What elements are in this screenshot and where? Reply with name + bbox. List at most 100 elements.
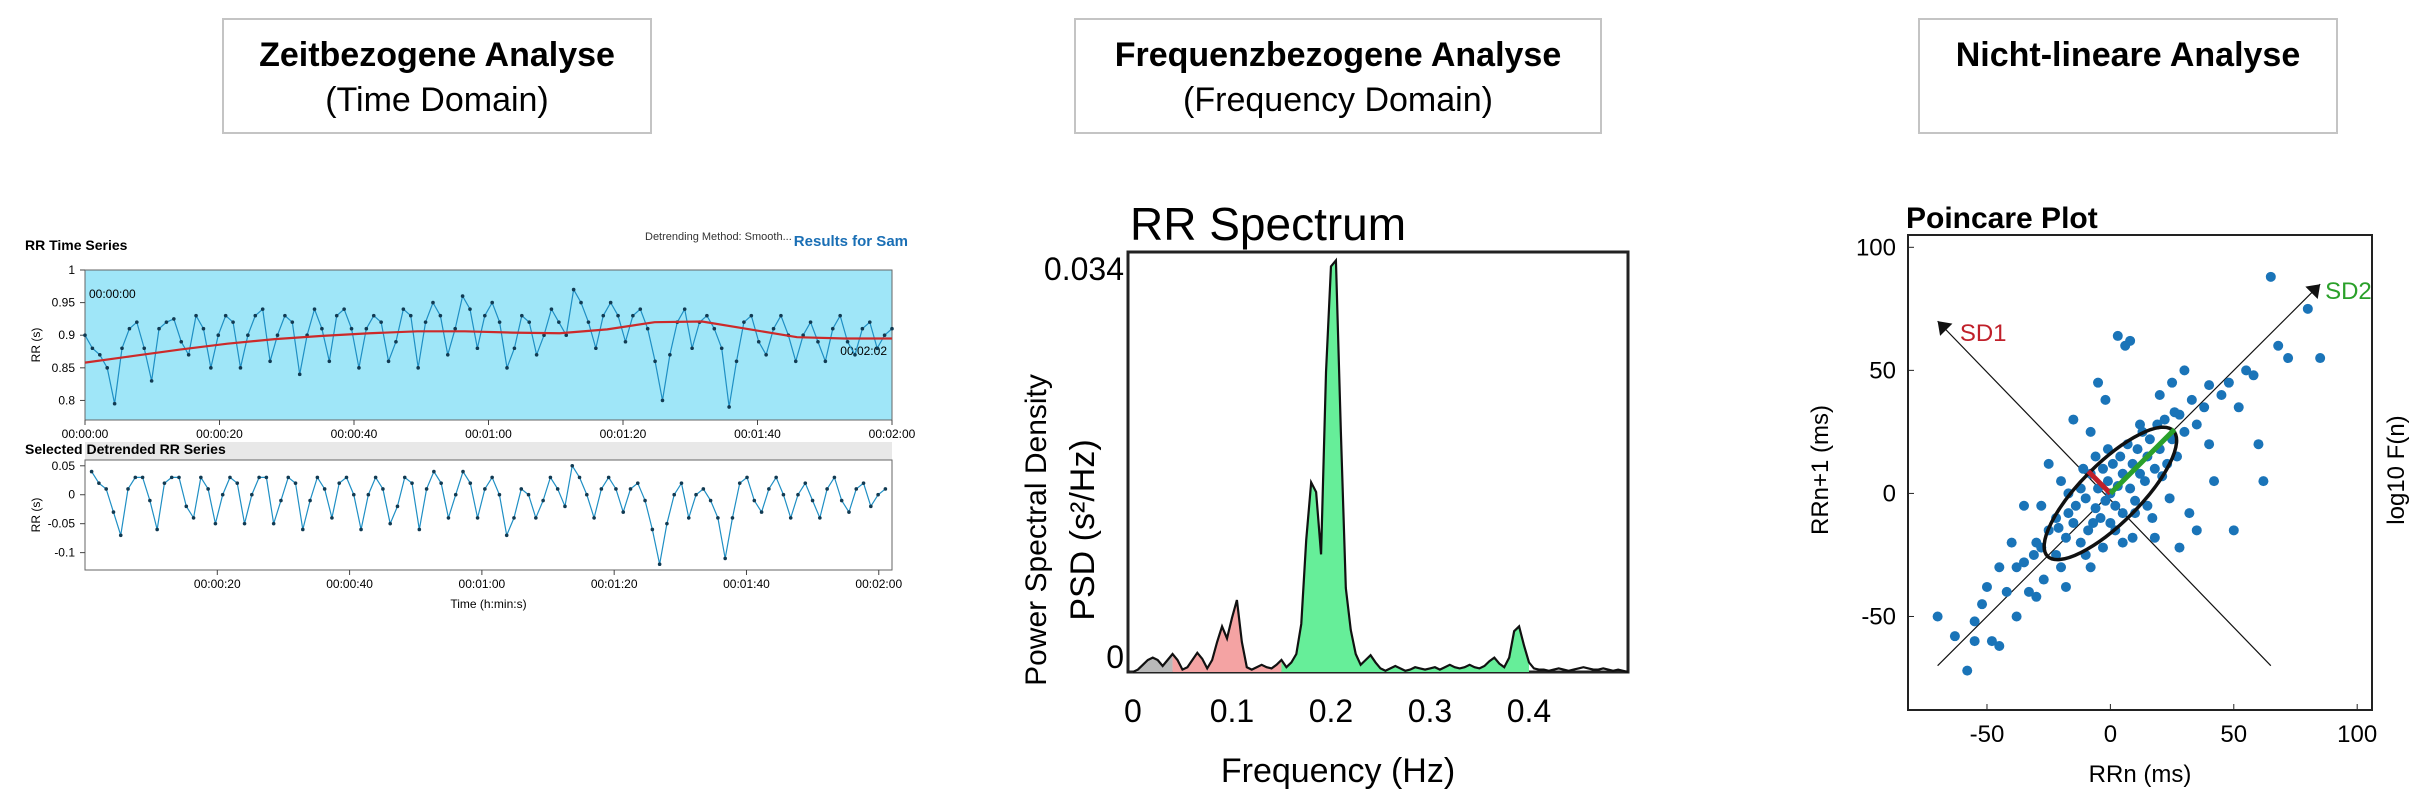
detrended-point xyxy=(526,492,531,497)
detrended-point xyxy=(242,521,247,526)
poincare-point xyxy=(2090,503,2101,514)
detrended-point xyxy=(111,510,116,514)
poincare-point xyxy=(2144,434,2155,445)
rr-point xyxy=(816,339,820,344)
poincare-point xyxy=(2265,271,2276,282)
detrended-point xyxy=(650,527,655,532)
rr-point xyxy=(542,333,546,338)
rr-start-time-label: 00:00:00 xyxy=(89,287,136,301)
poincare-ytick-label: -50 xyxy=(1861,603,1896,630)
poincare-point xyxy=(2174,542,2185,553)
rr-point xyxy=(246,333,250,338)
rr-point xyxy=(645,326,650,331)
spectrum-xtick-label: 0.4 xyxy=(1507,693,1551,729)
rr-point xyxy=(668,352,672,357)
rr-point xyxy=(890,326,894,331)
spectrum-band-lf xyxy=(1172,600,1282,672)
rr-xtick-label: 00:00:00 xyxy=(62,427,109,441)
poincare-title: Poincare Plot xyxy=(1906,202,2098,235)
rr-point xyxy=(371,313,376,318)
rr-point xyxy=(349,326,354,331)
detrended-point xyxy=(730,516,735,520)
rr-point xyxy=(660,398,665,403)
rr-point xyxy=(127,326,132,331)
rr-point xyxy=(734,359,739,364)
detrended-point xyxy=(519,487,524,491)
sd2-segment xyxy=(2108,427,2177,496)
detrended-xtick-label: 00:01:00 xyxy=(459,577,506,591)
poincare-point xyxy=(2063,508,2074,519)
poincare-point xyxy=(2019,500,2029,511)
rr-point xyxy=(719,346,724,351)
detrended-xtick-label: 00:00:20 xyxy=(194,577,241,591)
detrended-point xyxy=(250,492,254,497)
detrended-point xyxy=(767,487,771,491)
detrended-point xyxy=(621,510,626,514)
poincare-point xyxy=(2107,458,2118,469)
detrended-point xyxy=(635,481,640,485)
poincare-point xyxy=(2105,517,2116,528)
poincare-point xyxy=(2019,557,2029,568)
detrended-point xyxy=(628,487,633,491)
rr-point xyxy=(179,339,184,344)
spectrum-band-hf xyxy=(1281,260,1529,672)
poincare-point xyxy=(2315,353,2326,364)
poincare-point xyxy=(2117,508,2128,519)
poincare-point xyxy=(2043,458,2054,469)
rr-point xyxy=(690,346,694,351)
rr-point xyxy=(490,300,495,305)
detrended-plot-area xyxy=(84,459,893,571)
rr-point xyxy=(631,313,635,318)
rr-point xyxy=(512,346,517,351)
rr-point xyxy=(623,339,628,344)
poincare-point xyxy=(2036,500,2047,511)
poincare-point xyxy=(1962,665,1973,676)
spectrum-ytick-label: 0.034 xyxy=(1044,251,1124,287)
detrended-point xyxy=(177,475,181,480)
poincare-point xyxy=(2164,493,2175,504)
detrended-point xyxy=(410,481,414,485)
detrended-point xyxy=(453,492,458,497)
poincare-point xyxy=(2097,542,2108,553)
rr-xtick-label: 00:01:00 xyxy=(465,427,512,441)
spectrum-outer-ylabel: Power Spectral Density xyxy=(1020,374,1053,686)
rr-point xyxy=(238,366,243,370)
detrended-point xyxy=(308,498,312,503)
detrended-xtick-label: 00:00:40 xyxy=(326,577,373,591)
rr-ytick-label: 1 xyxy=(68,263,75,277)
rr-point xyxy=(320,326,324,331)
detrended-point xyxy=(264,475,269,480)
poincare-point xyxy=(2056,476,2067,487)
sd1-arrowhead xyxy=(1937,321,1953,336)
detrended-point xyxy=(774,475,778,480)
poincare-point xyxy=(2125,483,2136,494)
poincare-point xyxy=(2302,303,2313,314)
rr-point xyxy=(482,313,487,318)
rr-point xyxy=(460,294,465,298)
detrended-point xyxy=(228,475,232,480)
rr-xtick-label: 00:00:40 xyxy=(331,427,378,441)
detrended-xtick-label: 00:01:40 xyxy=(723,577,770,591)
detrended-xtick-label: 00:02:00 xyxy=(855,577,902,591)
detrended-point xyxy=(373,475,378,480)
poincare-xtick-label: 50 xyxy=(2220,721,2247,748)
detrended-point xyxy=(876,492,880,497)
rr-point xyxy=(98,352,102,357)
rr-point xyxy=(297,372,302,377)
rr-point xyxy=(416,366,420,370)
poincare-point xyxy=(2093,377,2104,388)
spectrum-xlabel: Frequency (Hz) xyxy=(1221,752,1455,790)
rr-point xyxy=(453,326,457,331)
poincare-point xyxy=(2112,330,2123,341)
poincare-point xyxy=(2191,525,2202,536)
rr-point xyxy=(105,366,110,370)
detrended-point xyxy=(818,516,822,520)
rr-point xyxy=(275,333,280,338)
detrended-point xyxy=(432,469,436,474)
detrended-point xyxy=(213,521,218,526)
detrended-point xyxy=(606,475,611,480)
poincare-point xyxy=(2184,508,2195,519)
poincare-point xyxy=(1949,631,1960,642)
rr-point xyxy=(534,352,539,357)
rr-point xyxy=(557,320,561,324)
